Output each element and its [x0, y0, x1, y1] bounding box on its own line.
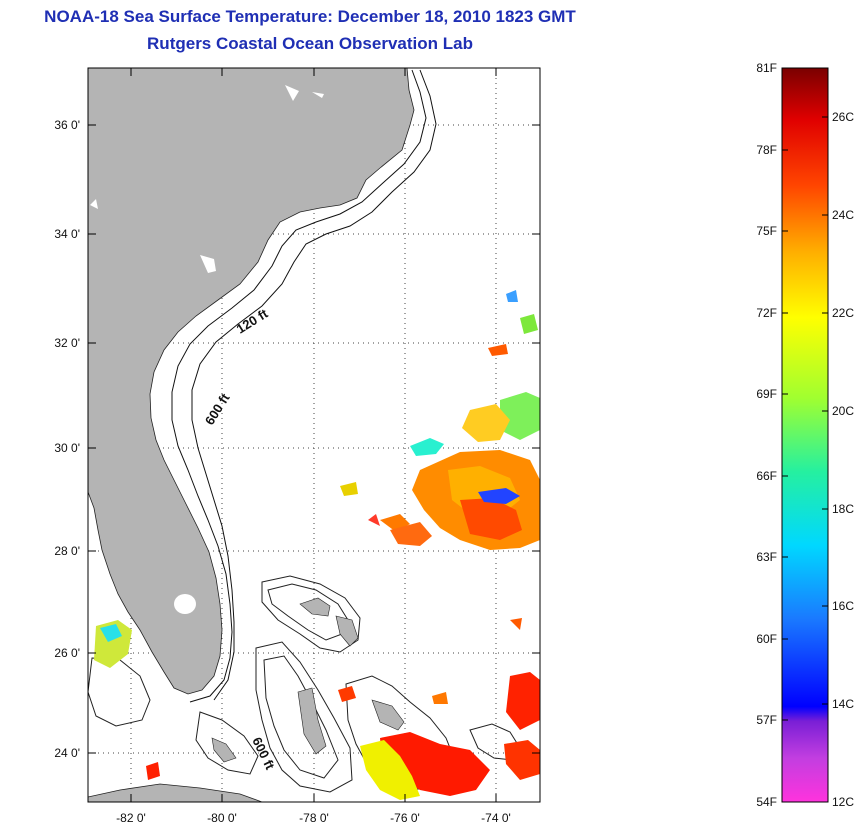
colorbar-f-label: 66F	[756, 469, 777, 483]
land-southeast-us	[88, 68, 415, 695]
lon-label: -74 0'	[481, 811, 511, 825]
lake-okeechobee	[174, 594, 196, 614]
lat-label: 30 0'	[54, 441, 80, 455]
map-title: NOAA-18 Sea Surface Temperature: Decembe…	[44, 7, 576, 26]
lat-label: 36 0'	[54, 118, 80, 132]
colorbar-f-label: 69F	[756, 387, 777, 401]
lat-label: 28 0'	[54, 544, 80, 558]
colorbar-f-label: 60F	[756, 632, 777, 646]
colorbar-f-label: 63F	[756, 550, 777, 564]
colorbar-c-label: 20C	[832, 404, 854, 418]
colorbar-c-label: 26C	[832, 110, 854, 124]
colorbar-f-label: 54F	[756, 795, 777, 809]
colorbar-ticks	[782, 116, 828, 721]
land-cuba	[88, 783, 263, 802]
colorbar-f-label: 75F	[756, 224, 777, 238]
colorbar-c-label: 18C	[832, 502, 854, 516]
latitude-labels: 36 0' 34 0' 32 0' 30 0' 28 0' 26 0' 24 0…	[54, 118, 80, 760]
map-subtitle: Rutgers Coastal Ocean Observation Lab	[147, 34, 473, 53]
lat-label: 34 0'	[54, 227, 80, 241]
lon-label: -80 0'	[207, 811, 237, 825]
lon-label: -82 0'	[116, 811, 146, 825]
colorbar-f-label: 78F	[756, 143, 777, 157]
colorbar-c-label: 24C	[832, 208, 854, 222]
colorbar-gradient	[781, 67, 829, 803]
lon-label: -76 0'	[390, 811, 420, 825]
lon-label: -78 0'	[299, 811, 329, 825]
colorbar-c-label: 12C	[832, 795, 854, 809]
colorbar-c-label: 22C	[832, 306, 854, 320]
contour-label-120ft: 120 ft	[234, 305, 271, 336]
lat-label: 24 0'	[54, 746, 80, 760]
lat-label: 32 0'	[54, 336, 80, 350]
colorbar-c-label: 14C	[832, 697, 854, 711]
colorbar-f-label: 81F	[756, 61, 777, 75]
axis-ticks	[88, 68, 540, 802]
bathymetry-contours	[171, 69, 437, 703]
colorbar: 81F 78F 75F 72F 69F 66F 63F 60F 57F 54F …	[756, 61, 854, 809]
lat-label: 26 0'	[54, 646, 80, 660]
colorbar-c-label: 16C	[832, 599, 854, 613]
colorbar-f-label: 72F	[756, 306, 777, 320]
longitude-labels: -82 0' -80 0' -78 0' -76 0' -74 0'	[116, 811, 511, 825]
contour-label-600ft-north: 600 ft	[202, 390, 233, 427]
colorbar-f-label: 57F	[756, 713, 777, 727]
sst-data-patches	[94, 290, 540, 800]
